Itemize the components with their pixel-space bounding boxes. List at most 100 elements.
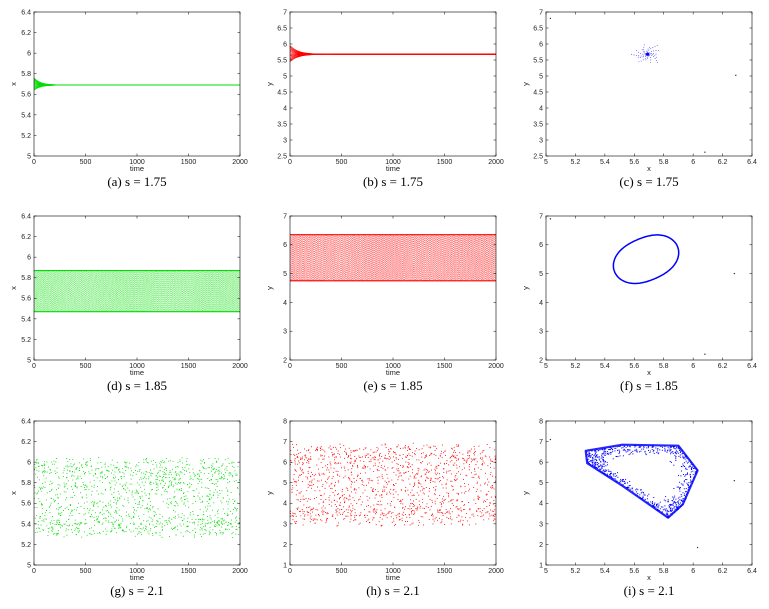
data-point <box>600 464 602 466</box>
data-point <box>46 518 47 520</box>
chart-panel-b: 0 500 1000 1500 20002.533.544.555.566.57time… <box>265 9 504 189</box>
data-point <box>402 507 404 508</box>
data-point <box>439 495 441 496</box>
data-point <box>377 448 379 450</box>
limit-cycle <box>612 234 680 285</box>
data-point <box>434 450 436 451</box>
data-point <box>328 456 330 458</box>
data-point <box>137 465 139 467</box>
data-point <box>318 480 320 482</box>
data-point <box>156 526 158 527</box>
data-point <box>221 464 223 466</box>
data-point <box>317 509 319 511</box>
data-point <box>199 529 201 531</box>
data-point <box>473 454 475 456</box>
data-point <box>292 487 294 489</box>
data-point <box>355 519 357 521</box>
data-point <box>390 516 392 518</box>
data-point <box>459 452 461 454</box>
data-point <box>456 445 458 447</box>
data-point <box>674 495 676 497</box>
data-point <box>440 462 442 464</box>
data-point <box>685 496 687 498</box>
data-point <box>164 525 166 527</box>
data-point <box>178 479 180 481</box>
data-point <box>215 460 217 462</box>
data-point <box>657 453 659 455</box>
data-point <box>683 481 685 483</box>
data-point <box>50 469 51 471</box>
data-point <box>71 531 73 533</box>
data-point <box>78 513 80 514</box>
data-point <box>648 449 649 451</box>
data-point <box>394 460 395 461</box>
data-point <box>193 534 195 536</box>
data-point <box>44 464 46 466</box>
data-point <box>357 464 358 466</box>
data-point <box>116 519 117 521</box>
data-point <box>105 533 107 535</box>
data-point <box>352 497 354 499</box>
data-point <box>671 445 673 447</box>
data-point <box>483 514 484 516</box>
data-point <box>639 494 641 496</box>
data-point <box>494 513 496 515</box>
data-point <box>680 494 682 495</box>
data-point <box>323 493 325 495</box>
data-point <box>605 465 607 467</box>
data-point <box>342 489 343 491</box>
data-point <box>103 506 105 508</box>
data-point <box>88 489 90 491</box>
data-point <box>310 515 312 517</box>
data-point <box>422 507 424 509</box>
data-point <box>218 524 220 526</box>
data-point <box>330 483 332 485</box>
data-point <box>464 492 465 494</box>
data-point <box>290 515 291 517</box>
data-point <box>426 477 428 479</box>
data-point <box>456 517 458 518</box>
data-point <box>230 472 232 474</box>
data-point <box>148 516 150 518</box>
data-point <box>444 524 446 525</box>
data-point <box>594 464 596 466</box>
data-point <box>590 460 592 462</box>
data-point <box>187 491 189 493</box>
data-point <box>677 497 679 499</box>
data-point <box>301 456 303 458</box>
data-point <box>433 487 434 489</box>
x-tick-label: 1000 <box>129 568 145 575</box>
data-point <box>643 499 645 501</box>
data-point <box>664 508 666 510</box>
data-point <box>112 517 114 519</box>
data-point <box>126 466 128 468</box>
data-point <box>445 487 447 489</box>
data-point <box>678 502 680 504</box>
data-point <box>198 492 200 494</box>
data-point <box>235 529 237 530</box>
data-point <box>377 482 379 484</box>
data-point <box>340 513 342 515</box>
data-point <box>214 532 216 533</box>
data-point <box>57 533 59 535</box>
data-point <box>106 530 108 532</box>
data-point <box>386 474 388 475</box>
data-point <box>640 489 641 491</box>
data-point <box>357 474 359 476</box>
data-point <box>411 523 413 525</box>
data-point <box>86 534 88 536</box>
chart-panel-a: 0 500 1000 1500 200055.25.45.65.866.26.4time… <box>9 9 248 189</box>
data-point <box>670 449 672 451</box>
data-point <box>103 518 105 519</box>
data-point <box>155 479 157 480</box>
data-point <box>431 469 432 471</box>
data-point <box>400 501 402 503</box>
data-point <box>113 527 115 529</box>
data-point <box>113 488 115 490</box>
data-point <box>608 453 610 455</box>
trajectory-line <box>290 48 496 55</box>
data-point <box>42 504 43 506</box>
data-point <box>445 484 447 485</box>
data-point <box>323 474 325 475</box>
data-point <box>362 467 363 469</box>
